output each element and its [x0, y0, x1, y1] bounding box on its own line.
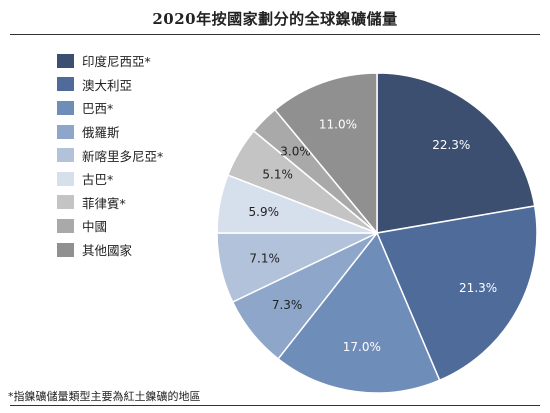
chart-title: 2020年按國家劃分的全球鎳礦儲量 [152, 10, 398, 28]
legend-swatch [57, 242, 74, 257]
legend-item: 其他國家 [57, 238, 163, 262]
legend-label: 俄羅斯 [82, 125, 120, 141]
legend-label: 印度尼西亞* [82, 54, 151, 70]
legend-item: 巴西* [57, 96, 163, 120]
slice-label: 11.0% [319, 118, 357, 132]
legend-label: 古巴* [82, 172, 114, 188]
legend-swatch [57, 218, 74, 233]
legend-label: 巴西* [82, 101, 114, 117]
legend-label: 中國 [82, 219, 108, 235]
slice-label: 21.3% [459, 281, 497, 295]
slice-label: 7.3% [272, 298, 303, 312]
slice-label: 5.9% [249, 205, 280, 219]
chart-legend: 印度尼西亞* 澳大利亞巴西* 俄羅斯新喀里多尼亞* 古巴* 菲律賓* 中國其他國家 [57, 49, 163, 261]
pie-slice [277, 231, 441, 394]
legend-swatch [57, 100, 74, 115]
legend-item: 菲律賓* [57, 191, 163, 215]
legend-swatch [57, 53, 74, 68]
legend-label: 新喀里多尼亞* [82, 148, 164, 164]
legend-swatch [57, 171, 74, 186]
legend-swatch [57, 148, 74, 163]
legend-label: 其他國家 [82, 243, 133, 259]
pie-slice [376, 72, 536, 234]
slice-label: 17.0% [343, 340, 381, 354]
bottom-rule [10, 405, 540, 406]
legend-item: 俄羅斯 [57, 120, 163, 144]
title-rule [10, 34, 540, 35]
slice-label: 5.1% [262, 168, 293, 182]
legend-label: 澳大利亞 [82, 77, 133, 93]
legend-item: 中國 [57, 214, 163, 238]
footnote: *指鎳礦儲量類型主要為紅土鎳礦的地區 [8, 390, 201, 403]
legend-label: 菲律賓* [82, 195, 126, 211]
slice-label: 22.3% [432, 138, 470, 152]
legend-item: 古巴* [57, 167, 163, 191]
legend-swatch [57, 124, 74, 139]
legend-item: 新喀里多尼亞* [57, 143, 163, 167]
legend-item: 澳大利亞 [57, 73, 163, 97]
legend-item: 印度尼西亞* [57, 49, 163, 73]
slice-label: 7.1% [249, 251, 280, 265]
legend-swatch [57, 195, 74, 210]
slice-label: 3.0% [280, 145, 311, 159]
pie-slice [273, 72, 378, 236]
legend-swatch [57, 77, 74, 92]
pie-slice [375, 205, 538, 382]
